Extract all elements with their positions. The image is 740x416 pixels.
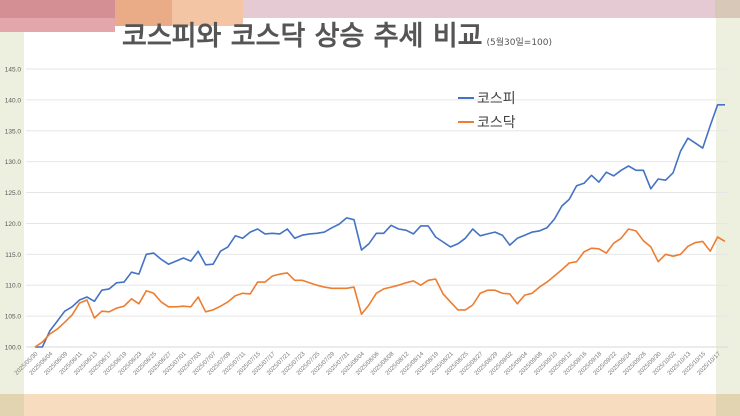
chart-title: 코스피와 코스닥 상승 추세 비교 <box>122 21 483 52</box>
decor-bottom-left <box>0 394 24 416</box>
chart-title-block: 코스피와 코스닥 상승 추세 비교 (5월30일=100) <box>122 14 552 53</box>
y-tick-label: 100.0 <box>5 345 22 352</box>
legend-label-kospi: 코스피 <box>477 91 516 107</box>
decor-bottom-peach <box>0 394 740 416</box>
y-tick-label: 110.0 <box>5 283 21 290</box>
y-tick-label: 145.0 <box>5 67 22 74</box>
y-tick-label: 135.0 <box>5 128 22 135</box>
decor-left-green <box>0 32 24 394</box>
decor-top-red-light <box>0 18 115 32</box>
y-tick-label: 125.0 <box>5 190 22 197</box>
decor-top-lightorange <box>172 0 243 26</box>
decor-top-pink <box>243 0 715 18</box>
series-line-kosdaq <box>34 228 726 348</box>
chart-subtitle: (5월30일=100) <box>486 38 553 48</box>
y-tick-label: 105.0 <box>5 314 22 321</box>
y-tick-label: 130.0 <box>5 159 22 166</box>
decor-top-orange <box>115 0 172 26</box>
y-tick-label: 115.0 <box>5 252 21 259</box>
decor-bottom-right <box>716 394 740 416</box>
decor-top-beige <box>715 0 740 18</box>
decor-right-green <box>716 18 740 394</box>
series-line-kospi <box>35 104 725 348</box>
y-tick-label: 140.0 <box>5 97 22 104</box>
legend-label-kosdaq: 코스닥 <box>477 115 516 131</box>
y-tick-label: 120.0 <box>5 221 22 228</box>
